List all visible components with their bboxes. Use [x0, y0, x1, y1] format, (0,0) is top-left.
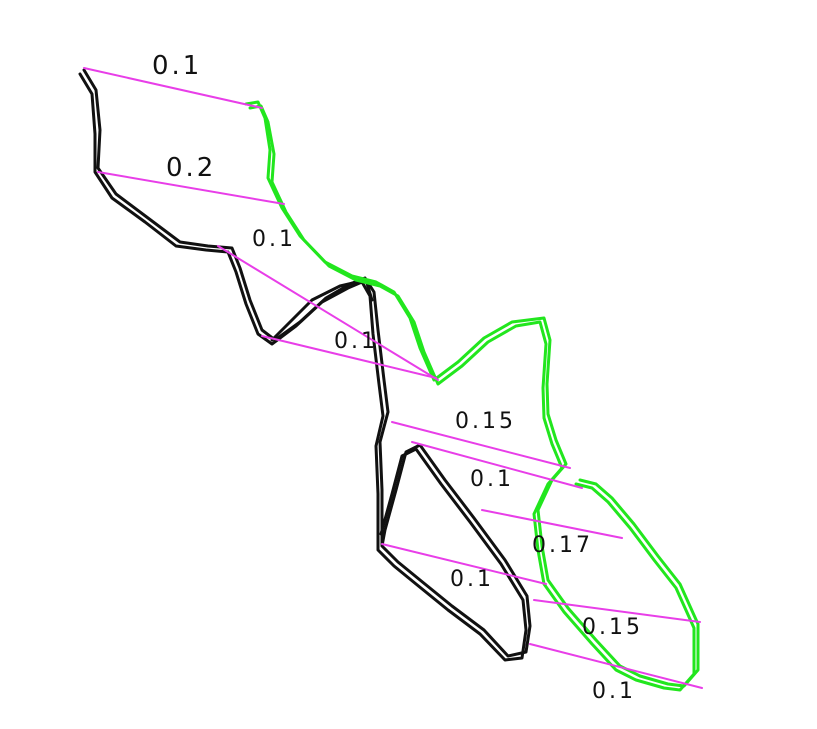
measurement-label-5: 0.15 — [455, 409, 516, 434]
leader-line-7 — [481, 509, 623, 539]
left-outline-stroke-b — [78, 72, 528, 662]
measurement-label-8: 0.1 — [450, 567, 494, 592]
left-outline — [78, 68, 532, 662]
leader-line-8 — [381, 543, 547, 585]
measurement-label-3: 0.1 — [252, 227, 296, 252]
measurement-label-4: 0.1 — [334, 329, 378, 354]
leader-line-10 — [529, 643, 703, 689]
measurement-labels: 0.1 0.2 0.1 0.1 0.15 0.1 0.17 0.1 0.15 0… — [152, 51, 643, 704]
measurement-label-7: 0.17 — [532, 533, 593, 558]
left-outline-loop — [270, 278, 374, 342]
leader-line-5 — [391, 421, 571, 469]
leader-line-6 — [411, 441, 583, 489]
right-outline — [244, 100, 700, 692]
leader-line-3 — [217, 245, 439, 381]
right-outline-stroke-a — [244, 100, 700, 688]
leader-lines — [83, 67, 703, 689]
measurement-label-10: 0.1 — [592, 679, 636, 704]
measurement-label-6: 0.1 — [470, 467, 514, 492]
leader-line-4 — [261, 335, 437, 379]
leader-line-1 — [83, 67, 263, 109]
measurement-label-1: 0.1 — [152, 51, 202, 81]
leader-line-9 — [533, 599, 701, 623]
measurement-label-9: 0.15 — [582, 615, 643, 640]
leader-line-2 — [97, 171, 285, 205]
right-outline-stroke-b — [248, 104, 696, 692]
left-outline-stroke-a — [82, 68, 532, 658]
measurement-label-2: 0.2 — [166, 153, 216, 183]
